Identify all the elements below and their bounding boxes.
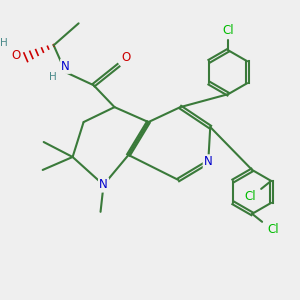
- Text: H: H: [49, 72, 56, 82]
- Text: O: O: [122, 51, 131, 64]
- Text: Cl: Cl: [267, 223, 279, 236]
- Text: Cl: Cl: [222, 24, 234, 37]
- Text: H: H: [0, 38, 8, 48]
- Text: Cl: Cl: [244, 190, 256, 203]
- Text: N: N: [204, 155, 213, 169]
- Text: N: N: [61, 60, 70, 73]
- Text: Cl: Cl: [222, 24, 234, 37]
- Text: O: O: [122, 51, 131, 64]
- Text: N: N: [99, 178, 108, 191]
- Text: Cl: Cl: [267, 223, 279, 236]
- Text: Cl: Cl: [244, 190, 256, 203]
- Text: O: O: [11, 49, 20, 62]
